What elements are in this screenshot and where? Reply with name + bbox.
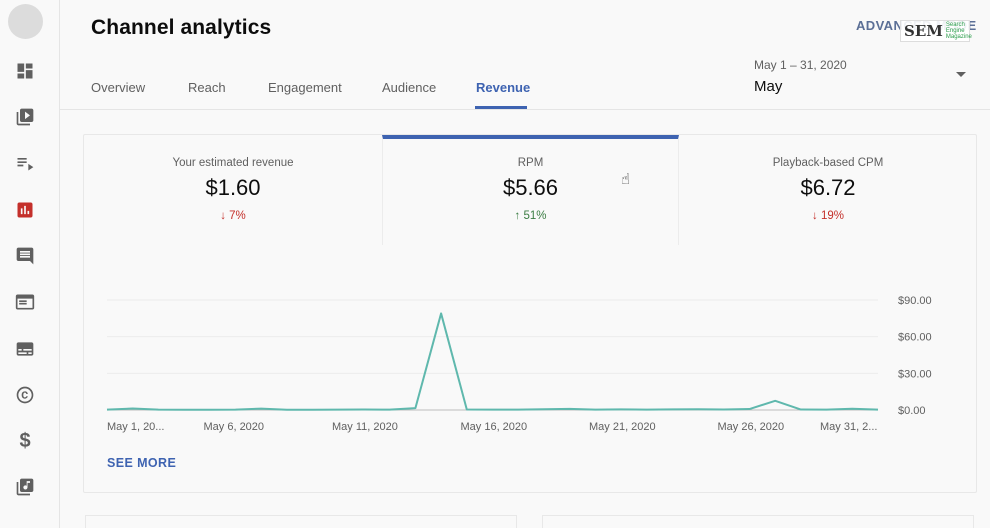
tab-engagement[interactable]: Engagement bbox=[268, 80, 342, 95]
bottom-card-left bbox=[85, 515, 517, 528]
x-tick-label: May 31, 2... bbox=[820, 421, 877, 433]
watermark-subtext: Search Engine Magazine bbox=[945, 22, 972, 40]
metric-estimated-revenue[interactable]: Your estimated revenue $1.60 ↓ 7% bbox=[84, 135, 382, 245]
active-tab-indicator bbox=[475, 106, 527, 109]
arrow-down-icon: ↓ bbox=[220, 210, 226, 222]
y-tick-label: $60.00 bbox=[898, 332, 932, 344]
date-range-text[interactable]: May 1 – 31, 2020 bbox=[754, 58, 847, 72]
copyright-icon[interactable] bbox=[14, 384, 36, 406]
metric-rpm[interactable]: RPM $5.66 ↑ 51% bbox=[382, 135, 679, 245]
comments-icon[interactable] bbox=[14, 245, 36, 267]
captions-icon[interactable] bbox=[14, 338, 36, 360]
arrow-up-icon: ↑ bbox=[514, 210, 521, 222]
metric-change: ↓ 7% bbox=[220, 210, 246, 222]
hand-cursor-icon: ☝ bbox=[621, 171, 631, 188]
x-tick-label: May 11, 2020 bbox=[332, 421, 398, 433]
date-range-label[interactable]: May bbox=[754, 78, 783, 95]
tab-reach[interactable]: Reach bbox=[188, 80, 226, 95]
x-tick-label: May 26, 2020 bbox=[718, 421, 785, 433]
metric-value: $6.72 bbox=[800, 175, 856, 200]
page-title: Channel analytics bbox=[91, 16, 272, 39]
revenue-series-line[interactable] bbox=[106, 312, 879, 411]
dropdown-arrow-icon[interactable] bbox=[956, 72, 966, 77]
avatar[interactable] bbox=[8, 4, 43, 39]
header-divider bbox=[60, 109, 990, 110]
sidebar: $ bbox=[0, 0, 60, 528]
x-tick-label: May 1, 20... bbox=[107, 421, 164, 433]
y-tick-label: $90.00 bbox=[898, 295, 932, 307]
x-tick-label: May 16, 2020 bbox=[461, 421, 528, 433]
x-tick-label: May 6, 2020 bbox=[204, 421, 265, 433]
analytics-icon[interactable] bbox=[14, 199, 36, 221]
metric-value: $1.60 bbox=[205, 175, 261, 200]
metric-label: Your estimated revenue bbox=[172, 157, 294, 169]
metric-label: RPM bbox=[517, 157, 544, 169]
y-tick-label: $30.00 bbox=[898, 368, 932, 380]
dashboard-icon[interactable] bbox=[14, 60, 36, 82]
monetization-icon[interactable]: $ bbox=[19, 430, 31, 452]
playlists-icon[interactable] bbox=[14, 152, 36, 174]
bottom-card-right bbox=[542, 515, 974, 528]
subtitles-icon[interactable] bbox=[14, 291, 36, 313]
metric-value: $5.66 bbox=[502, 175, 559, 200]
metric-change: ↓ 19% bbox=[812, 210, 844, 222]
tab-audience[interactable]: Audience bbox=[382, 80, 437, 95]
content-icon[interactable] bbox=[14, 106, 36, 128]
watermark-logo: SEM Search Engine Magazine bbox=[900, 20, 972, 42]
revenue-line-chart: $90.00 $60.00 $30.00 $0.00 May 1, 20... May 6… bbox=[106, 295, 932, 433]
audio-library-icon[interactable] bbox=[14, 476, 36, 498]
metric-playback-cpm[interactable]: Playback-based CPM $6.72 ↓ 19% bbox=[679, 135, 977, 245]
watermark-text: SEM bbox=[904, 22, 943, 40]
metric-change: ↑ 51% bbox=[514, 210, 547, 222]
arrow-down-icon: ↓ bbox=[812, 210, 818, 222]
y-tick-label: $0.00 bbox=[898, 405, 926, 417]
metric-label: Playback-based CPM bbox=[772, 157, 884, 169]
x-tick-label: May 21, 2020 bbox=[589, 421, 656, 433]
revenue-card: Your estimated revenue $1.60 ↓ 7% RPM $5… bbox=[83, 134, 977, 493]
see-more-link[interactable]: SEE MORE bbox=[107, 456, 177, 470]
tab-revenue[interactable]: Revenue bbox=[476, 80, 531, 95]
tab-overview[interactable]: Overview bbox=[91, 80, 146, 95]
